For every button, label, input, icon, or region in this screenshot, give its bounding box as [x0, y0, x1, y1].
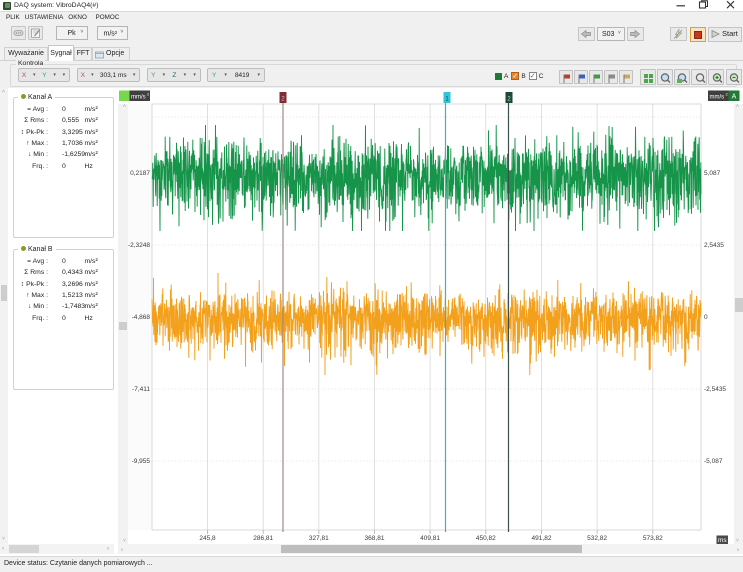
svg-text:˅: ˅	[123, 538, 126, 544]
svg-text:-4,868: -4,868	[132, 314, 151, 321]
svg-text:2: 2	[726, 92, 729, 97]
svg-text:0,2187: 0,2187	[130, 170, 150, 177]
svg-text:327,81: 327,81	[309, 535, 329, 542]
svg-text:ms: ms	[718, 537, 727, 544]
svg-text:-5,087: -5,087	[704, 458, 723, 465]
svg-text:409,81: 409,81	[420, 535, 440, 542]
svg-text:-9,955: -9,955	[132, 458, 151, 465]
svg-text:-2,5435: -2,5435	[704, 386, 726, 393]
svg-text:-2,3248: -2,3248	[128, 242, 150, 249]
svg-text:450,82: 450,82	[476, 535, 496, 542]
svg-text:5,087: 5,087	[704, 170, 721, 177]
svg-text:2: 2	[147, 92, 150, 97]
svg-text:368,81: 368,81	[365, 535, 385, 542]
svg-text:›: ›	[737, 548, 739, 554]
svg-text:˄: ˄	[736, 104, 739, 110]
svg-text:286,81: 286,81	[253, 535, 273, 542]
svg-text:mm/s: mm/s	[131, 95, 146, 101]
svg-text:0: 0	[704, 314, 708, 321]
svg-text:532,82: 532,82	[587, 535, 607, 542]
svg-text:˅: ˅	[736, 538, 739, 544]
svg-text:-7,411: -7,411	[132, 386, 150, 393]
svg-text:2,5435: 2,5435	[704, 242, 724, 249]
svg-text:2: 2	[507, 97, 511, 103]
svg-text:245,8: 245,8	[199, 535, 216, 542]
svg-text:‹: ‹	[121, 548, 123, 554]
svg-text:573,82: 573,82	[643, 535, 663, 542]
svg-text:2: 2	[281, 97, 285, 103]
svg-text:˄: ˄	[123, 104, 126, 110]
svg-text:491,82: 491,82	[532, 535, 552, 542]
svg-text:1: 1	[445, 97, 449, 103]
svg-text:mm/s: mm/s	[710, 95, 725, 101]
svg-text:A: A	[732, 94, 737, 101]
